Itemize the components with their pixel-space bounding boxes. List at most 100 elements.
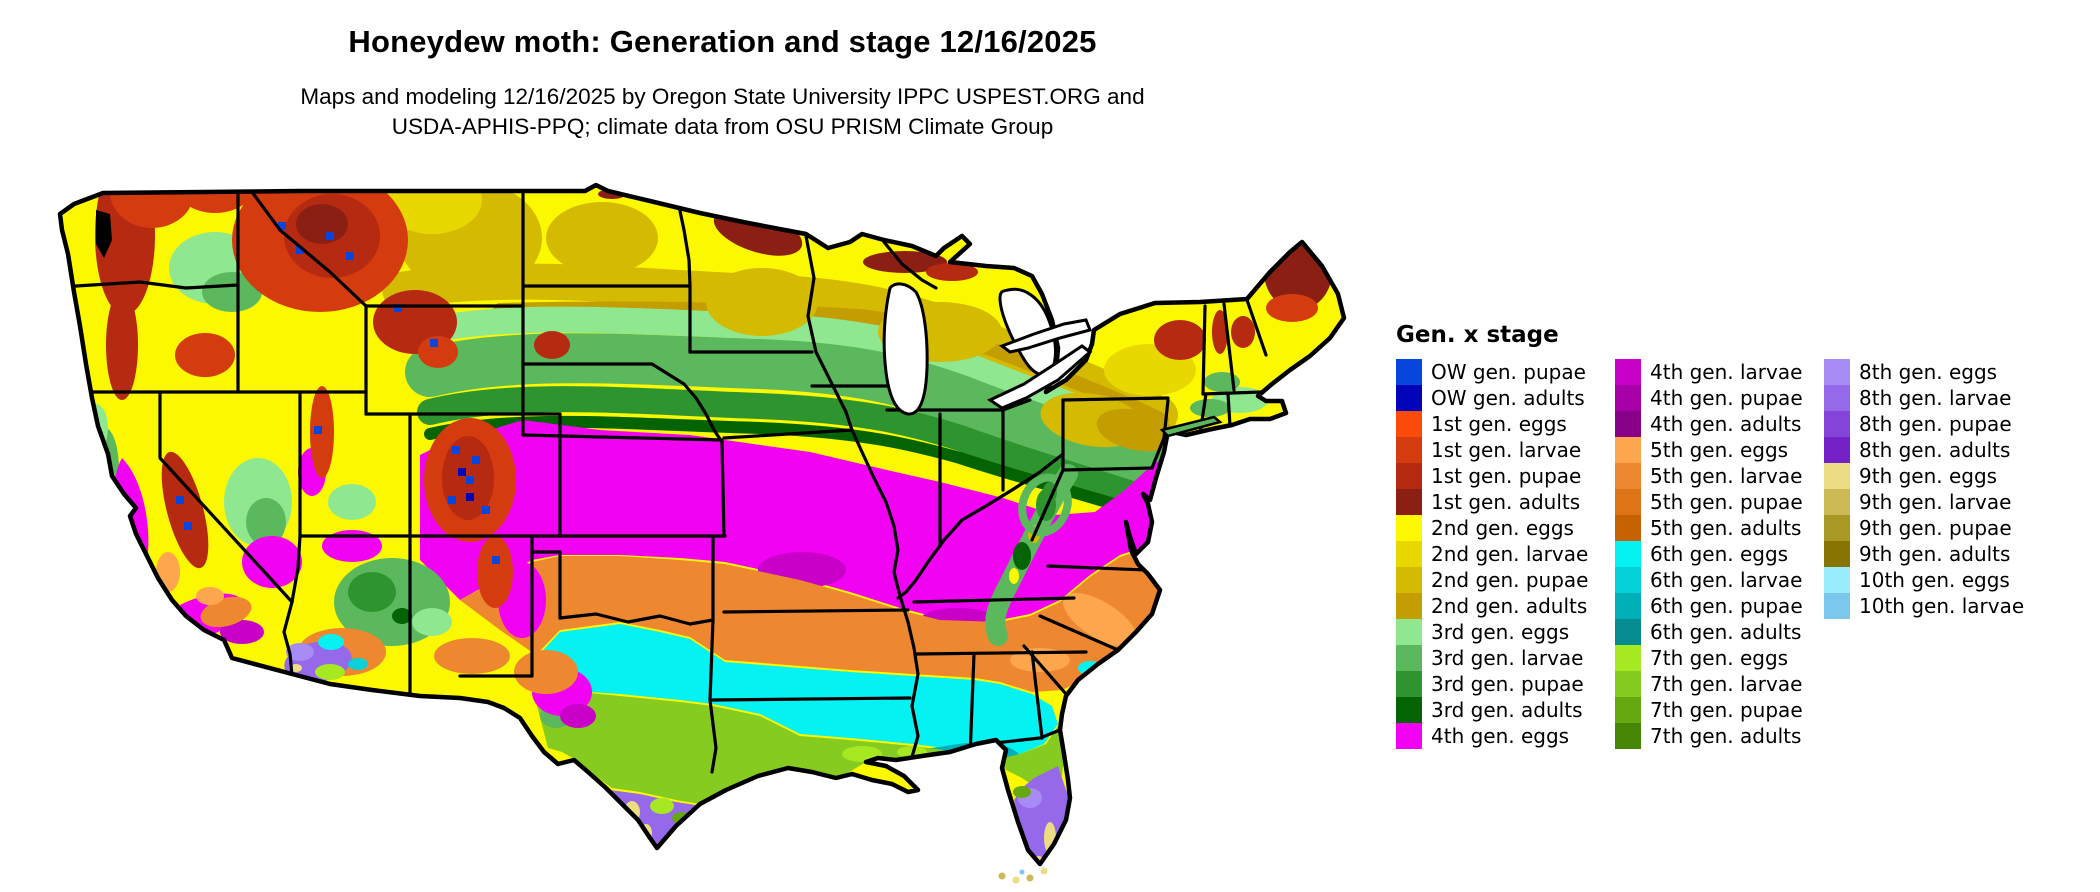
legend-label: 3rd gen. eggs: [1431, 620, 1570, 644]
legend-swatch: [1824, 359, 1850, 385]
legend-label: 7th gen. eggs: [1650, 646, 1789, 670]
map-region: [322, 530, 382, 562]
legend-swatch: [1824, 593, 1850, 619]
legend-row: 9th gen. larvae: [1824, 489, 2024, 515]
map-region: [546, 202, 658, 274]
map-region: [1231, 316, 1255, 348]
great-lakes: [882, 282, 1093, 416]
legend-row: 7th gen. pupae: [1615, 697, 1803, 723]
legend-row: 7th gen. larvae: [1615, 671, 1803, 697]
map-region: [348, 572, 396, 612]
legend-swatch: [1396, 463, 1422, 489]
legend-label: 9th gen. adults: [1859, 542, 2011, 566]
map-region: [914, 650, 1088, 656]
legend-label: 7th gen. pupae: [1650, 698, 1803, 722]
map-region: [1038, 614, 1120, 652]
map-region: [60, 280, 240, 290]
region-ygreen-belt: [536, 690, 1020, 804]
legend-label: 8th gen. larvae: [1859, 386, 2012, 410]
legend-swatch: [1396, 671, 1422, 697]
map-region: [394, 304, 402, 312]
legend-label: 1st gen. pupae: [1431, 464, 1582, 488]
legend-label: 10th gen. larvae: [1859, 594, 2025, 618]
legend-label: 6th gen. pupae: [1650, 594, 1803, 618]
legend-label: 4th gen. adults: [1650, 412, 1802, 436]
map-region: [1226, 392, 1232, 428]
map-region: [674, 190, 692, 354]
legend-swatch: [1396, 593, 1422, 619]
legend-swatch: [1615, 359, 1641, 385]
legend-label: 9th gen. larvae: [1859, 490, 2012, 514]
map-region: [1154, 320, 1206, 360]
map-region: [968, 652, 976, 759]
lake-michigan: [882, 282, 929, 416]
legend-row: 9th gen. eggs: [1824, 463, 2024, 489]
legend-label: 8th gen. adults: [1859, 438, 2011, 462]
map-region: [1013, 786, 1031, 798]
legend-swatch: [1396, 411, 1422, 437]
legend-swatch: [1824, 567, 1850, 593]
legend-label: 4th gen. larvae: [1650, 360, 1803, 384]
map-region: [1266, 294, 1318, 322]
map-region: [722, 428, 854, 440]
map-region: [1061, 396, 1170, 402]
legend-row: 7th gen. adults: [1615, 723, 1803, 749]
map-region: [290, 534, 302, 604]
map-region: [1040, 867, 1048, 875]
map-region: [650, 798, 674, 814]
map-region: [175, 185, 255, 213]
lake-ontario: [998, 318, 1093, 354]
map-region: [514, 650, 578, 694]
map-region: [1013, 542, 1031, 570]
region-cyan-belt: [534, 624, 1058, 758]
legend-row: 5th gen. pupae: [1615, 489, 1803, 515]
map-region: [1019, 869, 1025, 875]
legend-label: 9th gen. eggs: [1859, 464, 1998, 488]
map-region: [926, 263, 978, 281]
map-region: [1030, 468, 1065, 542]
map-region: [558, 612, 715, 626]
map-region: [492, 556, 500, 564]
map-region: [314, 426, 322, 434]
legend-swatch: [1396, 437, 1422, 463]
legend-swatch: [1824, 515, 1850, 541]
legend-swatch: [1824, 489, 1850, 515]
legend-row: 4th gen. pupae: [1615, 385, 1803, 411]
map-region: [418, 336, 458, 368]
map-region: [998, 872, 1006, 880]
legend-label: 3rd gen. larvae: [1431, 646, 1584, 670]
legend-label: 5th gen. larvae: [1650, 464, 1803, 488]
legend-row: 1st gen. pupae: [1396, 463, 1588, 489]
legend-row: 3rd gen. adults: [1396, 697, 1588, 723]
legend-swatch: [1396, 541, 1422, 567]
map-region: [482, 506, 490, 514]
map-region: [1009, 568, 1019, 584]
map-region: [158, 390, 294, 604]
lake-erie: [986, 344, 1093, 410]
legend-label: 6th gen. adults: [1650, 620, 1802, 644]
legend-label: 1st gen. larvae: [1431, 438, 1582, 462]
map-region: [296, 246, 304, 254]
legend-label: OW gen. pupae: [1431, 360, 1586, 384]
border-mississippi-river: [804, 234, 920, 766]
map-region: [1061, 466, 1154, 472]
map-region: [176, 496, 184, 504]
map-region: [722, 608, 910, 614]
map-region: [106, 290, 138, 400]
legend-row: 1st gen. eggs: [1396, 411, 1588, 437]
map-region: [348, 658, 368, 670]
legend-row: 7th gen. eggs: [1615, 645, 1803, 671]
legend-swatch: [1615, 437, 1641, 463]
map-region: [708, 618, 718, 774]
region-green-band: [405, 333, 1185, 497]
legend-row: 3rd gen. pupae: [1396, 671, 1588, 697]
map-region: [912, 596, 1076, 604]
map-region: [448, 496, 456, 504]
legend-label: 2nd gen. larvae: [1431, 542, 1589, 566]
legend-swatch: [1396, 697, 1422, 723]
legend-row: 2nd gen. adults: [1396, 593, 1588, 619]
map-region: [175, 333, 235, 377]
map-region: [242, 536, 302, 588]
map-region: [863, 251, 947, 273]
legend-row: 8th gen. eggs: [1824, 359, 2024, 385]
